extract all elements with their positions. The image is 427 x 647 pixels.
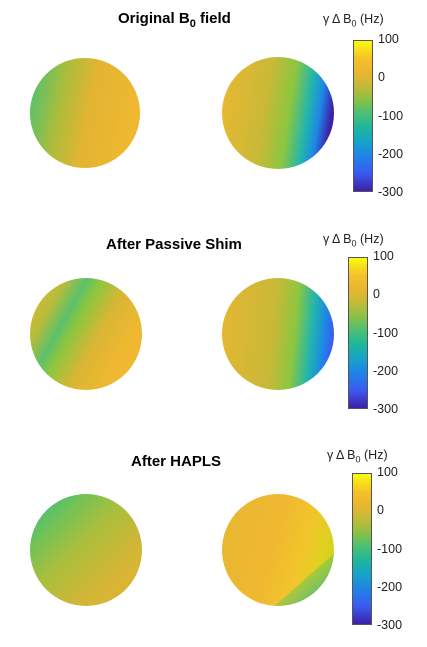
field-map-right bbox=[222, 494, 334, 606]
field-maps bbox=[30, 57, 334, 169]
field-map-right bbox=[222, 278, 334, 390]
colorbar-label: γ Δ B0 (Hz) bbox=[323, 12, 384, 29]
colorbar-tick: -300 bbox=[373, 402, 399, 416]
colorbar-tick: 0 bbox=[378, 70, 385, 84]
field-map-left bbox=[30, 494, 142, 606]
field-map-left bbox=[30, 278, 142, 390]
colorbar-tick: -300 bbox=[377, 618, 403, 632]
panel-title: Original B0 field bbox=[118, 10, 231, 30]
panel-original: Original B0 field γ Δ B0 (Hz) 100 0 -100… bbox=[0, 0, 427, 215]
colorbar-tick: -100 bbox=[377, 542, 403, 556]
colorbar-tick: -100 bbox=[378, 109, 404, 123]
colorbar-label: γ Δ B0 (Hz) bbox=[323, 232, 384, 249]
colorbar-tick: -200 bbox=[373, 364, 399, 378]
colorbar-tick: -200 bbox=[378, 147, 404, 161]
colorbar-tick: 100 bbox=[378, 32, 399, 46]
field-map-left bbox=[30, 58, 140, 168]
colorbar-tick: 0 bbox=[373, 287, 380, 301]
colorbar-tick: 0 bbox=[377, 503, 384, 517]
colorbar-tick: -100 bbox=[373, 326, 399, 340]
colorbar-tick: -200 bbox=[377, 580, 403, 594]
colorbar bbox=[353, 40, 373, 192]
panel-passive-shim: After Passive Shim γ Δ B0 (Hz) 100 0 -10… bbox=[0, 216, 427, 431]
colorbar-tick: 100 bbox=[373, 249, 394, 263]
field-maps bbox=[30, 494, 334, 606]
colorbar-tick: -300 bbox=[378, 185, 404, 199]
colorbar bbox=[352, 473, 372, 625]
field-map-right bbox=[222, 57, 334, 169]
panel-hapls: After HAPLS γ Δ B0 (Hz) 100 bbox=[0, 432, 427, 647]
panel-title: After HAPLS bbox=[131, 453, 222, 470]
panel-title: After Passive Shim bbox=[106, 236, 242, 253]
colorbar bbox=[348, 257, 368, 409]
field-maps bbox=[30, 278, 334, 390]
colorbar-label: γ Δ B0 (Hz) bbox=[327, 448, 388, 465]
colorbar-tick: 100 bbox=[377, 465, 398, 479]
